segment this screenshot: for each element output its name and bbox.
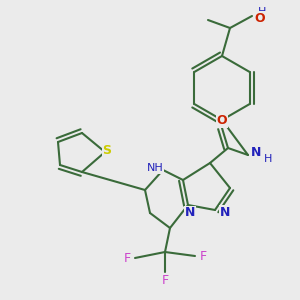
Text: S: S [103, 143, 112, 157]
Text: O: O [254, 11, 265, 25]
Text: N: N [220, 206, 230, 218]
Text: N: N [251, 146, 261, 158]
Text: F: F [161, 274, 169, 286]
Text: O: O [217, 113, 227, 127]
Text: F: F [123, 251, 130, 265]
Text: N: N [185, 206, 195, 220]
Text: F: F [200, 250, 207, 262]
Text: NH: NH [147, 163, 164, 173]
Text: H: H [258, 7, 266, 17]
Text: H: H [264, 154, 272, 164]
